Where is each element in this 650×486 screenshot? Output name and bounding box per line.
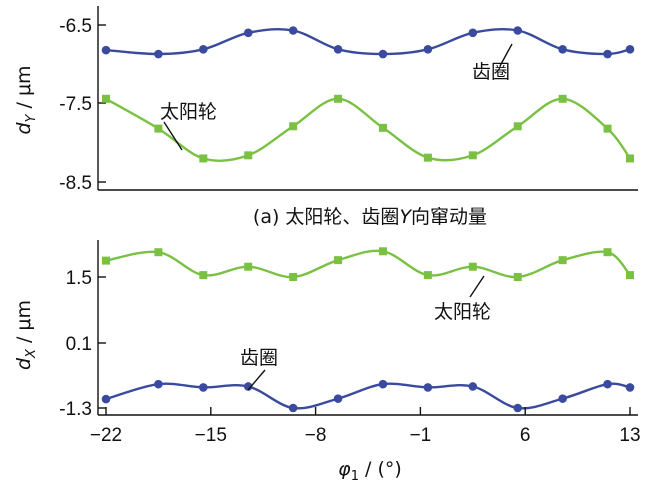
panel-a: -6.5 -7.5 -8.5 dY / μm 齿圈 太阳轮 (a) 太阳轮、齿圈… <box>13 6 638 228</box>
panel-b-label-sun: 太阳轮 <box>434 301 491 323</box>
panel-b-y-axis-label: dX / μm <box>13 300 39 370</box>
xtick-label: 13 <box>619 425 640 446</box>
data-point-marker <box>102 94 110 103</box>
data-point-marker <box>423 271 432 280</box>
data-point-marker <box>154 124 163 133</box>
data-point-marker <box>243 28 253 38</box>
panel-b-ytick-label: -1.3 <box>59 399 92 420</box>
data-point-marker <box>378 49 388 59</box>
data-point-marker <box>289 273 298 281</box>
panel-b-ytick-label: 0.1 <box>66 334 92 355</box>
data-point-marker <box>288 403 298 413</box>
xtick-label: −1 <box>410 425 432 446</box>
data-point-marker <box>199 45 208 54</box>
xtick-label: −15 <box>195 425 227 446</box>
panel-b-x-axis-label: φ1 / (°) <box>338 458 402 484</box>
data-point-marker <box>626 154 634 163</box>
panel-a-caption: (a) 太阳轮、齿圈Y向窜动量 <box>253 206 487 228</box>
data-point-marker <box>333 45 343 54</box>
data-point-marker <box>154 248 163 257</box>
panel-a-pointer-ring <box>499 43 513 67</box>
data-point-marker <box>101 394 111 404</box>
data-point-marker <box>558 94 567 103</box>
data-point-marker <box>378 379 388 389</box>
data-point-marker <box>603 124 612 133</box>
data-point-marker <box>154 49 163 59</box>
panel-b-ytick-label: 1.5 <box>66 268 92 289</box>
data-point-marker <box>334 256 343 265</box>
data-point-marker <box>626 271 634 280</box>
data-point-marker <box>603 379 612 389</box>
data-point-marker <box>244 151 253 160</box>
data-point-marker <box>625 383 635 392</box>
data-point-marker <box>244 262 253 271</box>
data-point-marker <box>513 273 522 281</box>
data-point-marker <box>558 45 567 54</box>
panel-a-y-axis-label: dY / μm <box>13 65 39 134</box>
data-point-marker <box>513 403 523 413</box>
series-line <box>105 382 631 410</box>
data-point-marker <box>558 256 567 265</box>
series-line <box>105 27 631 56</box>
xtick-label: 6 <box>520 425 531 446</box>
data-point-marker <box>243 382 253 391</box>
data-point-marker <box>513 122 522 131</box>
series-line <box>105 249 631 279</box>
panel-a-ytick-label: -6.5 <box>59 16 92 37</box>
data-point-marker <box>333 394 343 403</box>
data-point-marker <box>288 26 298 35</box>
data-point-marker <box>289 122 298 131</box>
data-point-marker <box>468 28 478 38</box>
data-point-marker <box>199 154 208 163</box>
xtick-label: −8 <box>305 425 327 446</box>
data-point-marker <box>603 248 612 257</box>
data-point-marker <box>154 379 163 389</box>
data-point-marker <box>378 123 387 132</box>
xtick-label: −22 <box>90 425 122 446</box>
panel-b: 1.5 0.1 -1.3 dX / μm −22 −15 −8 −1 6 13 太阳轮 齿… <box>13 240 641 484</box>
panel-a-ytick-label: -8.5 <box>59 173 92 194</box>
panel-b-x-ticks: −22 −15 −8 −1 6 13 <box>90 407 641 446</box>
data-point-marker <box>423 153 432 162</box>
panel-a-ytick-label: -7.5 <box>59 94 92 115</box>
data-point-marker <box>558 394 567 403</box>
data-point-marker <box>199 271 208 280</box>
data-point-marker <box>101 45 111 55</box>
data-point-marker <box>468 151 477 160</box>
data-point-marker <box>423 45 433 54</box>
panel-a-pointer-sun <box>163 121 183 151</box>
data-point-marker <box>513 26 523 35</box>
panel-a-plot <box>101 26 635 163</box>
data-point-marker <box>423 383 433 392</box>
panel-a-label-sun: 太阳轮 <box>160 101 217 123</box>
panel-a-label-ring: 齿圈 <box>472 61 510 83</box>
data-point-marker <box>102 256 110 265</box>
panel-b-label-ring: 齿圈 <box>240 347 278 369</box>
data-point-marker <box>378 247 387 256</box>
data-point-marker <box>468 262 477 271</box>
data-point-marker <box>625 45 635 54</box>
data-point-marker <box>334 94 343 103</box>
data-point-marker <box>199 383 208 392</box>
panel-b-pointer-sun <box>469 275 485 298</box>
panel-b-plot <box>101 247 635 413</box>
data-point-marker <box>603 49 612 59</box>
panel-b-pointer-ring <box>247 369 266 391</box>
data-point-marker <box>468 382 478 391</box>
